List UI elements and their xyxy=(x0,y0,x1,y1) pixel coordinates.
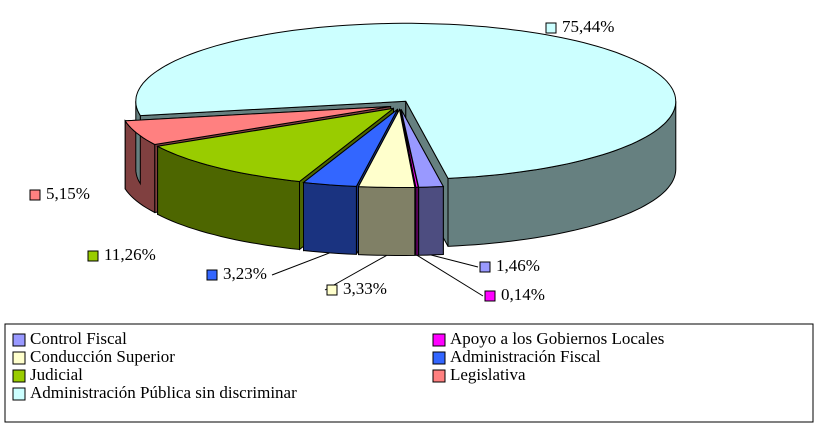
label-swatch xyxy=(479,261,491,273)
label-swatch xyxy=(206,269,218,281)
leader-line xyxy=(271,252,330,276)
label-swatch xyxy=(87,250,99,262)
slice xyxy=(156,107,394,183)
slice xyxy=(135,22,677,179)
legend-swatch xyxy=(432,333,446,347)
legend-box xyxy=(4,323,814,423)
data-label: 1,46% xyxy=(496,256,540,275)
legend-swatch xyxy=(12,369,26,383)
label-swatch xyxy=(484,290,496,302)
legend-label: Administración Fiscal xyxy=(450,347,601,366)
slice xyxy=(124,106,391,146)
leader-line xyxy=(324,254,387,291)
legend-swatch xyxy=(12,387,26,401)
slice xyxy=(400,109,419,188)
legend-label: Legislativa xyxy=(450,365,526,384)
data-label: 0,14% xyxy=(501,285,545,304)
leader-line xyxy=(416,254,484,297)
legend-label: Administración Pública sin discriminar xyxy=(30,383,297,402)
slice-side xyxy=(415,186,419,256)
label-swatch xyxy=(545,22,557,34)
slice-side xyxy=(303,181,357,255)
label-swatch xyxy=(29,189,41,201)
label-swatch xyxy=(326,284,338,296)
legend-label: Judicial xyxy=(30,365,83,384)
data-label: 3,23% xyxy=(223,264,267,283)
legend-swatch xyxy=(12,333,26,347)
legend-label: Apoyo a los Gobiernos Locales xyxy=(450,329,664,348)
legend-label: Conducción Superior xyxy=(30,347,175,366)
slice-side xyxy=(358,186,416,256)
legend-swatch xyxy=(12,351,26,365)
leader-line xyxy=(430,254,479,268)
slice xyxy=(302,109,398,187)
slice-side xyxy=(418,185,444,256)
data-label: 75,44% xyxy=(562,17,614,36)
legend-swatch xyxy=(432,369,446,383)
data-label: 5,15% xyxy=(46,184,90,203)
legend-label: Control Fiscal xyxy=(30,329,127,348)
legend-swatch xyxy=(432,351,446,365)
data-label: 11,26% xyxy=(104,245,156,264)
slice xyxy=(357,108,416,188)
data-label: 3,33% xyxy=(343,279,387,298)
